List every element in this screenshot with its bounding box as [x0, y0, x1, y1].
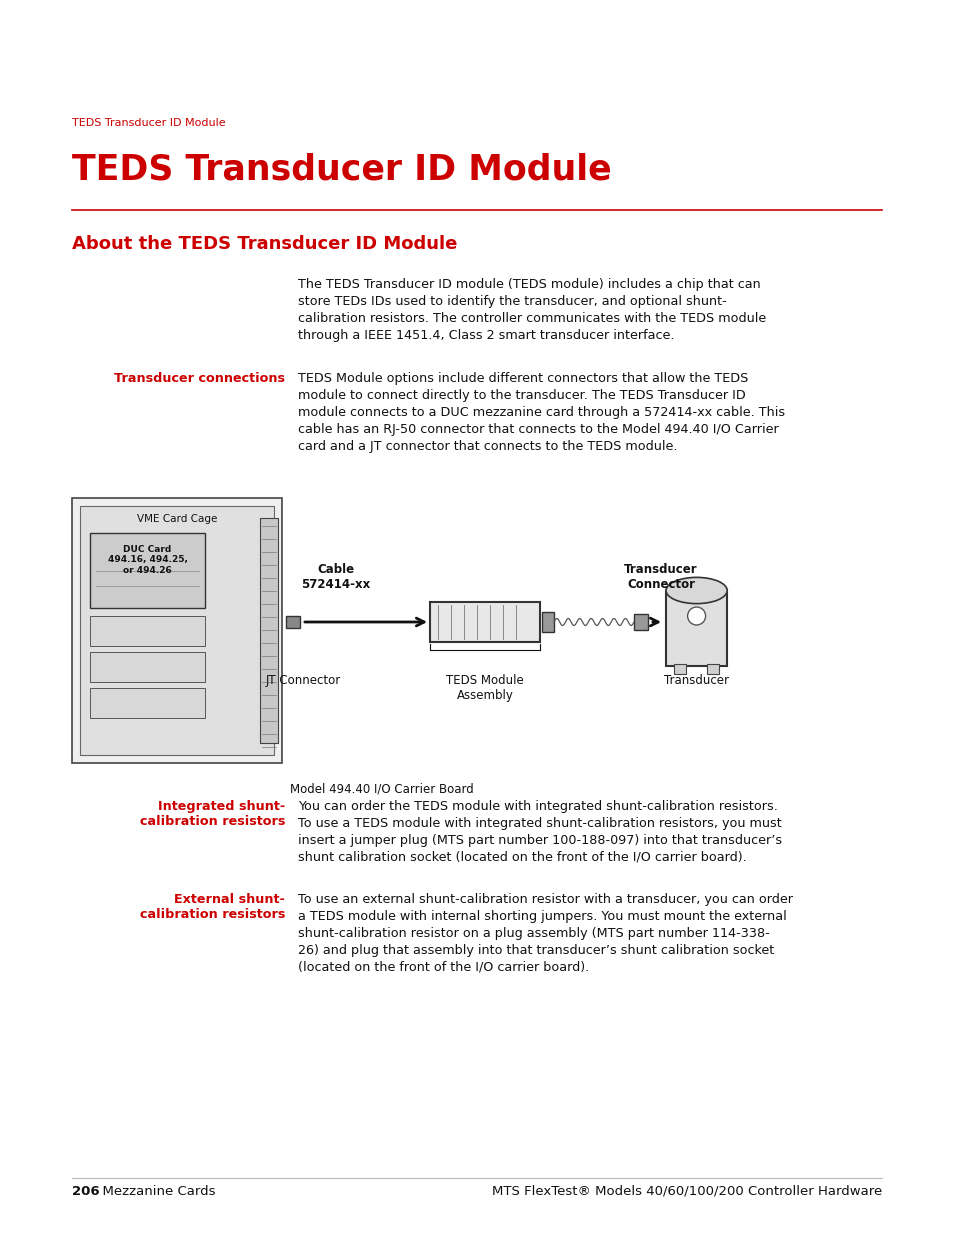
- FancyBboxPatch shape: [541, 613, 554, 632]
- Text: TEDS Module options include different connectors that allow the TEDS
module to c: TEDS Module options include different co…: [297, 372, 784, 453]
- Text: VME Card Cage: VME Card Cage: [136, 514, 217, 524]
- FancyBboxPatch shape: [665, 590, 726, 666]
- FancyBboxPatch shape: [80, 506, 274, 755]
- FancyBboxPatch shape: [634, 614, 647, 630]
- Text: Cable
572414-xx: Cable 572414-xx: [301, 563, 370, 592]
- Text: To use an external shunt-calibration resistor with a transducer, you can order
a: To use an external shunt-calibration res…: [297, 893, 792, 974]
- Text: MTS FlexTest® Models 40/60/100/200 Controller Hardware: MTS FlexTest® Models 40/60/100/200 Contr…: [491, 1186, 882, 1198]
- FancyBboxPatch shape: [673, 663, 685, 673]
- Text: Model 494.40 I/O Carrier Board: Model 494.40 I/O Carrier Board: [290, 783, 474, 797]
- Text: TEDS Transducer ID Module: TEDS Transducer ID Module: [71, 119, 226, 128]
- Text: Mezzanine Cards: Mezzanine Cards: [94, 1186, 215, 1198]
- Text: TEDS Module
Assembly: TEDS Module Assembly: [446, 674, 523, 701]
- Text: About the TEDS Transducer ID Module: About the TEDS Transducer ID Module: [71, 235, 456, 253]
- Text: DUC Card
494.16, 494.25,
or 494.26: DUC Card 494.16, 494.25, or 494.26: [108, 545, 187, 574]
- Text: Transducer
Connector: Transducer Connector: [623, 563, 697, 592]
- FancyBboxPatch shape: [90, 652, 205, 682]
- FancyBboxPatch shape: [90, 616, 205, 646]
- FancyBboxPatch shape: [90, 688, 205, 718]
- FancyBboxPatch shape: [286, 616, 299, 629]
- Circle shape: [687, 606, 705, 625]
- FancyBboxPatch shape: [430, 601, 539, 642]
- FancyBboxPatch shape: [706, 663, 719, 673]
- Text: JT Connector: JT Connector: [265, 674, 340, 687]
- Text: Integrated shunt-
calibration resistors: Integrated shunt- calibration resistors: [139, 800, 285, 827]
- Text: The TEDS Transducer ID module (TEDS module) includes a chip that can
store TEDs : The TEDS Transducer ID module (TEDS modu…: [297, 278, 765, 342]
- Text: Transducer: Transducer: [663, 674, 728, 687]
- FancyBboxPatch shape: [260, 517, 277, 743]
- FancyBboxPatch shape: [90, 534, 205, 608]
- Text: External shunt-
calibration resistors: External shunt- calibration resistors: [139, 893, 285, 921]
- Text: Transducer connections: Transducer connections: [113, 372, 285, 385]
- FancyBboxPatch shape: [71, 498, 282, 763]
- Text: TEDS Transducer ID Module: TEDS Transducer ID Module: [71, 152, 611, 186]
- Ellipse shape: [665, 578, 726, 604]
- Text: You can order the TEDS module with integrated shunt-calibration resistors.
To us: You can order the TEDS module with integ…: [297, 800, 781, 864]
- Text: 206: 206: [71, 1186, 99, 1198]
